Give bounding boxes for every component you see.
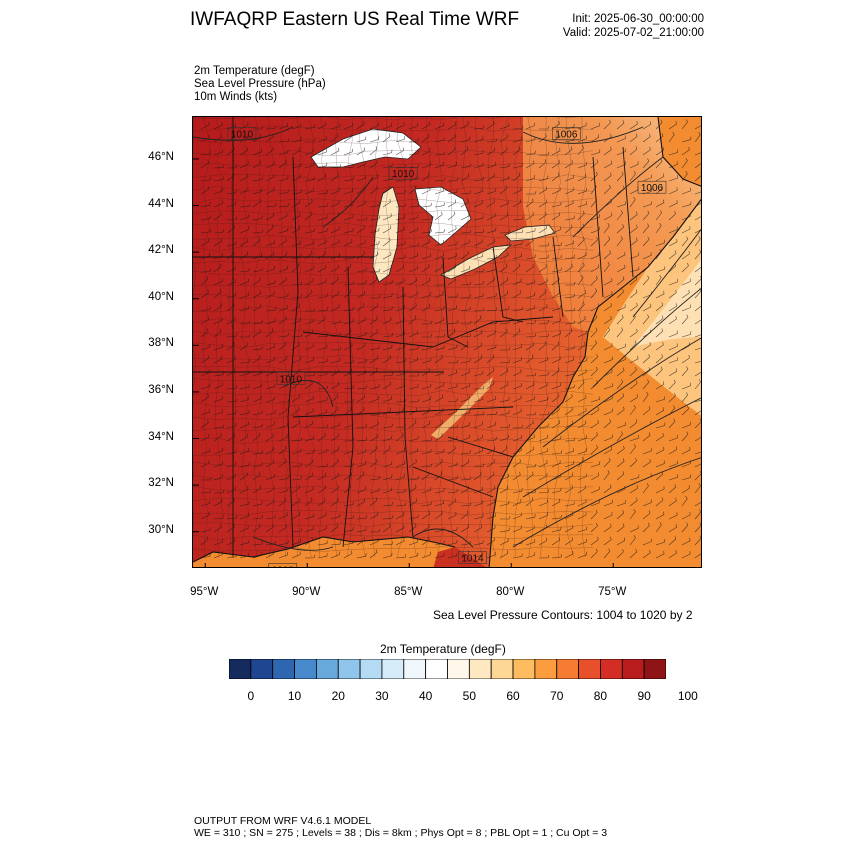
contour-label-box [552, 127, 581, 140]
field-pressure-label: Sea Level Pressure (hPa) [194, 78, 326, 90]
contour-label: 1006 [641, 183, 664, 194]
lon-label: 80°W [496, 586, 525, 598]
cool-coastal-water-outer [633, 259, 701, 347]
colorbar-tick-label: 100 [677, 689, 698, 703]
lake-michigan [372, 186, 400, 283]
florida [433, 547, 486, 567]
lat-label: 42°N [148, 244, 174, 257]
valid-time: Valid: 2025-07-02_21:00:00 [562, 27, 704, 39]
contour-label-box [276, 371, 306, 385]
colorbar-tick-label: 40 [418, 689, 433, 703]
colorbar-swatch [294, 659, 317, 679]
contour-label: 1006 [555, 130, 578, 141]
field-temperature-label: 2m Temperature (degF) [194, 65, 315, 77]
axis-ticks [193, 158, 614, 567]
contour-label-box [637, 180, 667, 194]
contour-label-box [227, 127, 257, 140]
lat-label: 30°N [148, 523, 174, 536]
lat-label: 36°N [148, 383, 174, 396]
colorbar-swatch [534, 659, 558, 679]
lat-label: 46°N [148, 150, 174, 163]
northeast-land [523, 117, 701, 332]
colorbar-swatch [556, 659, 580, 679]
colorbar-tick-label: 70 [550, 689, 564, 703]
colorbar-swatch [490, 659, 514, 679]
colorbar-tick-label: 90 [637, 689, 651, 703]
colorbar-swatch [468, 659, 492, 679]
colorbar-swatch [643, 659, 666, 679]
contour-label: 1010 [272, 565, 295, 568]
colorbar-swatch [578, 659, 601, 679]
contour-label-box [268, 563, 298, 567]
lon-label: 85°W [394, 586, 423, 598]
contour-label: 1010 [280, 374, 303, 385]
cool-coastal-water [603, 189, 701, 416]
colorbar-title: 2m Temperature (degF) [380, 642, 506, 656]
colorbar-swatch [250, 659, 274, 679]
county-boundaries [193, 117, 594, 558]
colorbar [229, 659, 666, 679]
colorbar-tick-label: 50 [462, 689, 477, 703]
colorbar-swatch [600, 659, 623, 679]
map-title: IWFAQRP Eastern US Real Time WRF [190, 9, 520, 30]
contour-note: Sea Level Pressure Contours: 1004 to 102… [433, 608, 693, 622]
colorbar-tick-label: 80 [593, 689, 608, 703]
colorbar-swatch [512, 659, 536, 679]
colorbar-swatch [337, 659, 361, 679]
colorbar-swatch [425, 659, 448, 679]
colorbar-swatch [381, 659, 405, 679]
lon-label: 75°W [598, 586, 627, 598]
contour-label-box [458, 551, 487, 564]
colorbar-swatch [403, 659, 427, 679]
colorbar-swatch [621, 659, 645, 679]
colorbar-tick-label: 0 [247, 689, 255, 703]
colorbar-tick-label: 60 [506, 689, 520, 703]
contour-label: 1010 [392, 169, 415, 180]
lat-label: 40°N [148, 290, 174, 303]
lon-label: 95°W [190, 586, 219, 598]
contour-label: 1014 [461, 554, 484, 565]
lat-label: 32°N [148, 477, 174, 490]
colorbar-swatch [316, 659, 339, 679]
colorbar-swatch [359, 659, 383, 679]
temperature-map: 1010 1006 1010 1006 1010 1014 1010 [193, 117, 701, 568]
lon-label: 90°W [292, 586, 321, 598]
lat-label: 34°N [148, 430, 174, 443]
colorbar-swatch [447, 659, 470, 679]
contour-label-box [388, 166, 418, 180]
footer-model: OUTPUT FROM WRF V4.6.1 MODEL [194, 815, 372, 827]
colorbar-tick-label: 10 [287, 689, 302, 703]
state-boundaries [193, 117, 634, 557]
colorbar-tick-label: 20 [331, 689, 345, 703]
contour-labels: 1010 1006 1010 1006 1010 1014 1010 [227, 127, 667, 568]
map-panel: 1010 1006 1010 1006 1010 1014 1010 [192, 116, 702, 568]
field-winds-label: 10m Winds (kts) [194, 91, 278, 103]
lake-superior [310, 128, 422, 168]
colorbar-swatch [272, 659, 295, 679]
colorbar-swatch [229, 659, 252, 679]
lake-ontario [504, 224, 556, 242]
lat-label: 44°N [148, 197, 174, 210]
footer-config: WE = 310 ; SN = 275 ; Levels = 38 ; Dis … [194, 827, 608, 839]
pressure-contours [193, 126, 701, 551]
lat-label: 38°N [148, 337, 174, 350]
colorbar-tick-label: 30 [375, 689, 389, 703]
init-time: Init: 2025-06-30_00:00:00 [572, 13, 704, 25]
contour-label: 1010 [231, 130, 254, 141]
wind-barbs [200, 119, 701, 559]
